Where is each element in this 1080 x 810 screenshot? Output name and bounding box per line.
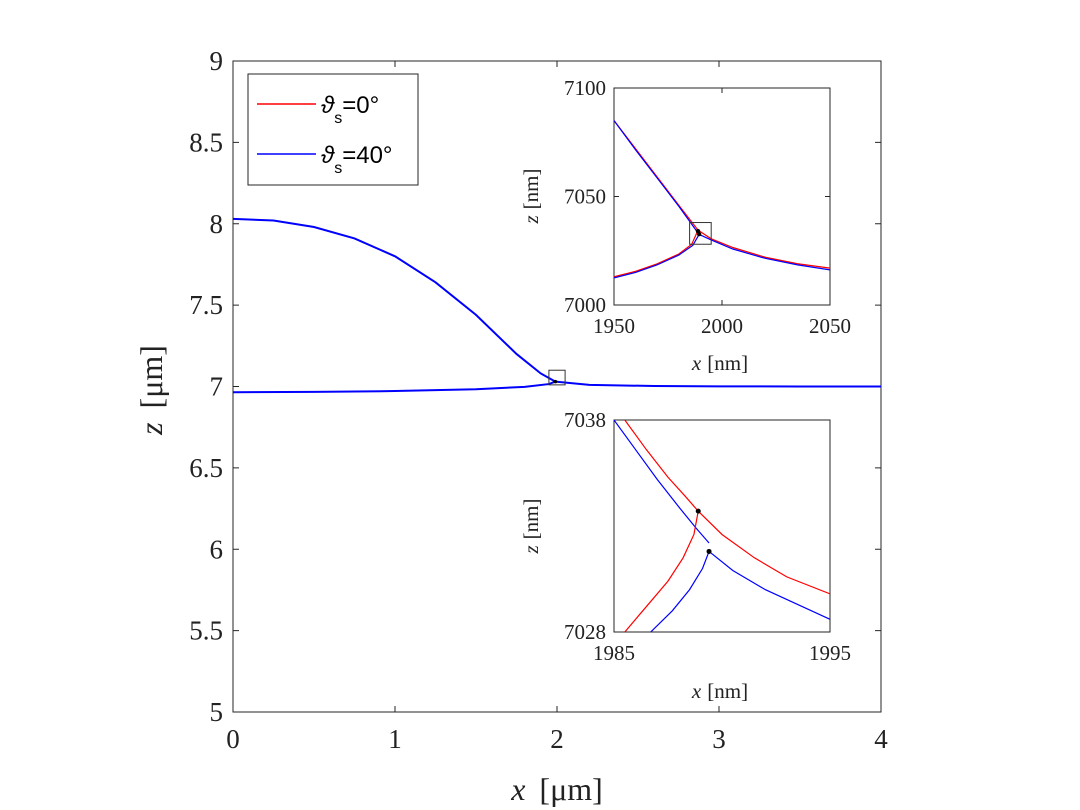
inset2-series-sub-right-40 (708, 550, 830, 620)
main-x-axis-unit: [μm] (539, 771, 602, 807)
inset2-y-tick-label: 7028 (564, 620, 606, 644)
inset1-x-tick-label: 1950 (593, 314, 635, 338)
legend: ϑs=0° ϑs=40° (247, 73, 419, 186)
legend-entry-1: ϑs=40° (257, 142, 393, 177)
inset1-y-axis-var: z (519, 215, 543, 224)
main-x-tick-label: 1 (388, 724, 402, 754)
main-x-tick-label: 4 (874, 724, 888, 754)
main-x-tick-label: 3 (712, 724, 726, 754)
inset2-x-tick-label: 1995 (809, 641, 851, 665)
main-x-tick-label: 2 (550, 724, 564, 754)
main-series-cap (233, 217, 556, 383)
main-y-axis-var: z (133, 422, 169, 436)
inset2-series-sub-left-0 (624, 511, 699, 632)
legend-text-0: =0° (342, 92, 379, 119)
inset1-series-sub-right-40 (698, 233, 830, 271)
main-y-axis-label: z [μm] (133, 345, 169, 436)
main-y-tick-label: 5.5 (189, 616, 223, 646)
main-x-ticks: 0 1 2 3 4 (226, 61, 888, 754)
inset2-x-axis-label: x [nm] (691, 679, 748, 703)
inset1-x-ticks: 1950 2000 2050 (593, 88, 851, 338)
inset1-zoom-box (689, 222, 712, 245)
inset2-series-cap-0 (624, 420, 699, 512)
inset2-x-axis-var: x (691, 679, 702, 703)
inset2-series-cap-40 (614, 420, 710, 544)
inset2-contact-point (695, 508, 701, 514)
legend-label-1: ϑs=40° (321, 142, 393, 177)
inset1-y-tick-label: 7050 (564, 185, 606, 209)
inset1-x-axis-var: x (691, 351, 702, 375)
inset1-y-ticks: 7000 7050 7100 (564, 76, 830, 317)
inset2-points (695, 508, 712, 554)
main-y-tick-label: 9 (210, 46, 224, 76)
legend-entry-0: ϑs=0° (257, 92, 379, 127)
inset2-contact-point (706, 548, 712, 554)
inset2-y-axis-var: z (519, 545, 543, 554)
inset2-frame (613, 419, 831, 633)
inset1-series-sub-left-40 (614, 234, 700, 279)
main-zoom-box (548, 369, 566, 386)
inset1-x-axis-unit: [nm] (707, 351, 748, 375)
legend-sub-0: s (334, 110, 342, 127)
main-y-tick-label: 6 (210, 534, 224, 564)
main-y-tick-label: 7.5 (189, 290, 223, 320)
inset1-x-axis-label: x [nm] (691, 351, 748, 375)
main-x-axis-label: x [μm] (510, 771, 603, 807)
main-y-tick-label: 8 (210, 209, 224, 239)
inset2-series (614, 420, 830, 632)
inset1-series-sub-right-0 (697, 229, 830, 269)
inset1-series (614, 120, 830, 279)
main-y-axis-unit: [μm] (133, 345, 169, 408)
inset1-points (695, 229, 702, 237)
inset2-y-ticks: 7028 7038 (564, 408, 619, 644)
inset1-x-tick-label: 2050 (809, 314, 851, 338)
legend-sub-1: s (334, 160, 342, 177)
inset1-frame (613, 87, 831, 306)
main-y-tick-label: 8.5 (189, 127, 223, 157)
inset2-x-tick-label: 1985 (593, 641, 635, 665)
inset2-y-tick-label: 7038 (564, 408, 606, 432)
inset1-y-tick-label: 7000 (564, 293, 606, 317)
legend-label-0: ϑs=0° (321, 92, 379, 127)
legend-text-1: =40° (342, 142, 392, 169)
main-y-tick-label: 5 (210, 697, 224, 727)
main-x-tick-label: 0 (226, 724, 240, 754)
inset2-y-axis-unit: [nm] (519, 498, 543, 539)
inset2-series-sub-right-0 (697, 510, 830, 595)
inset1-contact-point (696, 231, 702, 237)
inset1-x-tick-label: 2000 (701, 314, 743, 338)
inset2-y-axis-label: z [nm] (519, 498, 543, 554)
inset2-series-sub-left-40 (650, 551, 710, 632)
legend-symbol-0: ϑ (321, 92, 335, 119)
main-series-base-right (555, 380, 881, 388)
inset2-x-axis-unit: [nm] (707, 679, 748, 703)
main-contact-point (553, 379, 558, 384)
main-x-axis-var: x (510, 771, 525, 807)
main-y-tick-label: 6.5 (189, 453, 223, 483)
inset1-y-tick-label: 7100 (564, 76, 606, 100)
legend-symbol-1: ϑ (321, 142, 335, 169)
inset2-x-ticks: 1985 1995 (593, 627, 851, 665)
legend-box (247, 73, 419, 186)
main-y-tick-label: 7 (210, 372, 224, 402)
inset1-series-cap-40 (614, 120, 700, 235)
main-y-ticks: 5 5.5 6 6.5 7 7.5 8 8.5 9 (189, 46, 881, 727)
inset1-series-sub-left-0 (614, 229, 699, 278)
inset1-y-axis-label: z [nm] (519, 168, 543, 224)
inset1-y-axis-unit: [nm] (519, 168, 543, 209)
